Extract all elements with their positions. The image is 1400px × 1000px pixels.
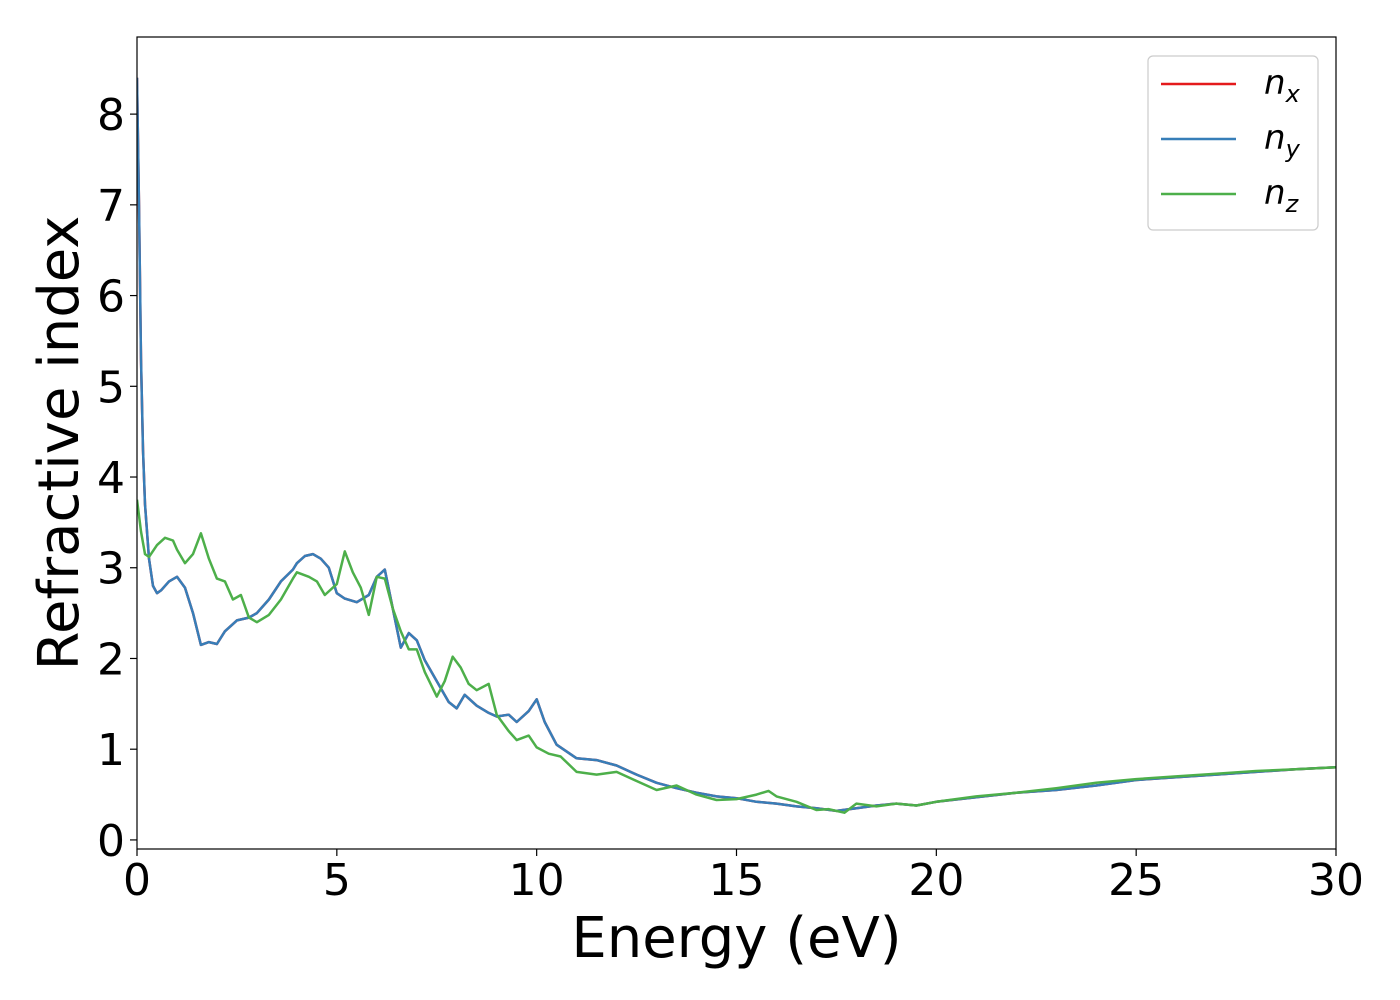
- series-line-n-z: [137, 499, 1336, 814]
- y-tick-label: 3: [97, 544, 125, 595]
- legend-label-n-x: nx: [1264, 63, 1301, 108]
- plot-lines: [137, 77, 1336, 814]
- x-tick-label: 20: [908, 855, 964, 906]
- y-axis-label: Refractive index: [27, 216, 92, 671]
- x-tick-label: 25: [1108, 855, 1164, 906]
- y-tick-label: 6: [97, 272, 125, 323]
- y-axis-ticks: 0 1 2 3 4 5 6 7 8: [97, 90, 137, 867]
- y-tick-label: 0: [97, 816, 125, 867]
- y-tick-label: 1: [97, 725, 125, 776]
- y-tick-label: 7: [97, 181, 125, 232]
- x-axis-label: Energy (eV): [571, 906, 901, 971]
- x-tick-label: 10: [509, 855, 565, 906]
- y-tick-label: 4: [97, 453, 125, 504]
- x-tick-label: 5: [323, 855, 351, 906]
- y-tick-label: 8: [97, 90, 125, 141]
- legend: nx ny nz: [1147, 55, 1319, 231]
- y-tick-label: 2: [97, 634, 125, 685]
- y-tick-label: 5: [97, 362, 125, 413]
- legend-label-n-z: nz: [1264, 173, 1300, 218]
- x-tick-label: 0: [123, 855, 151, 906]
- x-tick-label: 30: [1308, 855, 1364, 906]
- legend-label-n-y: ny: [1264, 118, 1301, 163]
- x-tick-label: 15: [709, 855, 765, 906]
- legend-box: [1147, 55, 1319, 231]
- x-axis-ticks: 0 5 10 15 20 25 30: [123, 849, 1364, 906]
